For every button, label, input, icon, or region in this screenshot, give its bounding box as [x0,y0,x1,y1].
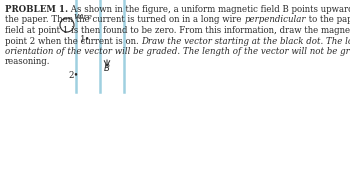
Text: The length of the vector will not be graded.: The length of the vector will not be gra… [183,47,350,56]
Text: reasoning.: reasoning. [5,57,50,66]
Text: As shown in the figure, a uniform magnetic field B points upward, in the plane o: As shown in the figure, a uniform magnet… [68,5,350,14]
Text: to the paper. The magnetic: to the paper. The magnetic [306,15,350,24]
Text: the paper. Then the current is turned on in a long wire: the paper. Then the current is turned on… [5,15,244,24]
Text: Wire: Wire [73,13,92,21]
Text: $\it{B}$: $\it{B}$ [103,62,111,73]
Text: orientation of the vector will be graded.: orientation of the vector will be graded… [5,47,183,56]
Text: 2•: 2• [68,71,78,80]
Text: perpendicular: perpendicular [244,15,306,24]
Text: Draw the vector starting at the black dot. The location and: Draw the vector starting at the black do… [141,37,350,46]
Text: field at point 1 is then found to be zero. From this information, draw the magne: field at point 1 is then found to be zer… [5,26,350,35]
Text: point 2 when the current is on.: point 2 when the current is on. [5,37,141,46]
Text: 1•: 1• [80,36,91,45]
Text: PROBLEM 1.: PROBLEM 1. [5,5,68,14]
